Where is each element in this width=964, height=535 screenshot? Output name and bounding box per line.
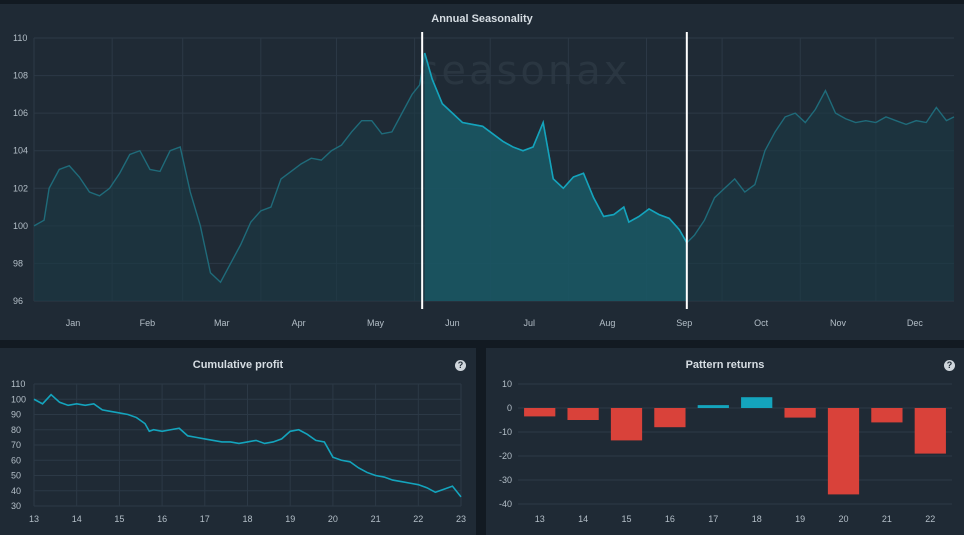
x-tick-label: 13 — [535, 514, 545, 524]
profit-line — [33, 393, 462, 498]
x-tick-label: 21 — [882, 514, 892, 524]
x-tick-label: 16 — [157, 514, 167, 524]
annual-seasonality-title: Annual Seasonality — [431, 13, 533, 25]
x-tick-label: 20 — [838, 514, 848, 524]
y-tick-label: -30 — [499, 475, 512, 485]
y-tick-label: 40 — [11, 486, 21, 496]
y-tick-label: 98 — [13, 258, 23, 268]
cumulative-profit-title: Cumulative profit — [192, 359, 284, 371]
y-tick-label: 10 — [502, 379, 512, 389]
x-tick-label: 14 — [578, 514, 588, 524]
y-tick-label: 80 — [11, 425, 21, 435]
annual-seasonality-panel: Annual Seasonality seasonax 96 98 100 102 104… — [0, 4, 964, 340]
x-tick-label-jun: Jun — [445, 318, 460, 328]
pattern-returns-chart[interactable]: -40 -30 -20 -10 0 10 13 14 15 16 17 18 19 20 21 22 — [486, 348, 964, 535]
y-tick-label: 106 — [13, 108, 28, 118]
x-tick-label: 20 — [328, 514, 338, 524]
x-tick-label: 15 — [621, 514, 631, 524]
bar-20 — [827, 408, 860, 495]
y-tick-label: -40 — [499, 499, 512, 509]
x-tick-label-apr: Apr — [292, 318, 306, 328]
bar-21 — [871, 408, 903, 423]
bar-16 — [654, 408, 686, 428]
x-tick-label-sep: Sep — [676, 318, 692, 328]
x-tick-label: 15 — [114, 514, 124, 524]
y-tick-label: 108 — [13, 71, 28, 81]
bar-18 — [741, 397, 773, 408]
x-tick-label: 23 — [456, 514, 466, 524]
y-tick-label: 110 — [11, 379, 25, 389]
y-tick-label: 60 — [11, 455, 21, 465]
y-tick-label: 104 — [13, 146, 28, 156]
y-tick-label: 50 — [11, 471, 21, 481]
y-tick-label: 110 — [13, 33, 27, 43]
y-tick-label: -20 — [499, 451, 512, 461]
highlight-area — [424, 53, 687, 302]
pattern-returns-title: Pattern returns — [685, 359, 765, 371]
pattern-returns-panel: Pattern returns ? -40 -30 -20 -10 0 10 13 14 15 1… — [486, 348, 964, 535]
x-tick-label-oct: Oct — [754, 318, 769, 328]
cumulative-profit-chart[interactable]: 30 40 50 60 70 80 90 100 110 13 14 15 16 17 18 19 20 21 22… — [0, 348, 476, 535]
x-tick-label: 13 — [29, 514, 39, 524]
bar-17 — [697, 405, 729, 408]
bar-15 — [610, 408, 643, 441]
x-tick-label: 18 — [752, 514, 762, 524]
x-tick-label: 17 — [708, 514, 718, 524]
x-tick-label: 21 — [371, 514, 381, 524]
annual-seasonality-chart[interactable]: seasonax 96 98 100 102 104 106 108 110 Jan Feb Mar A… — [0, 4, 964, 340]
bar-19 — [784, 408, 816, 418]
x-tick-label-dec: Dec — [907, 318, 924, 328]
x-tick-label-jul: Jul — [524, 318, 536, 328]
y-tick-label: 30 — [11, 501, 21, 511]
y-tick-label: 96 — [13, 296, 23, 306]
x-tick-label-nov: Nov — [830, 318, 847, 328]
y-tick-label: 102 — [13, 183, 28, 193]
y-tick-label: 100 — [13, 221, 28, 231]
x-tick-label: 22 — [413, 514, 423, 524]
watermark-text: seasonax — [418, 48, 631, 94]
x-tick-label: 19 — [285, 514, 295, 524]
bar-22 — [914, 408, 946, 454]
bar-13 — [524, 408, 556, 417]
x-tick-label-may: May — [367, 318, 385, 328]
x-tick-label: 18 — [242, 514, 252, 524]
y-tick-label: 70 — [11, 440, 21, 450]
x-tick-label-mar: Mar — [214, 318, 230, 328]
y-tick-label: -10 — [499, 427, 512, 437]
x-tick-label: 16 — [665, 514, 675, 524]
highlighted-series-line — [423, 52, 688, 244]
help-icon[interactable]: ? — [455, 360, 466, 371]
y-tick-label: 100 — [11, 394, 26, 404]
x-tick-label: 17 — [200, 514, 210, 524]
cumulative-profit-panel: Cumulative profit ? 30 40 50 60 70 80 90 100 110… — [0, 348, 476, 535]
x-tick-label: 14 — [72, 514, 82, 524]
x-tick-label: 22 — [925, 514, 935, 524]
x-tick-label-aug: Aug — [599, 318, 615, 328]
y-tick-label: 90 — [11, 410, 21, 420]
help-icon[interactable]: ? — [944, 360, 955, 371]
x-tick-label: 19 — [795, 514, 805, 524]
y-tick-label: 0 — [507, 403, 512, 413]
x-tick-label-jan: Jan — [66, 318, 81, 328]
bar-14 — [567, 408, 599, 420]
x-tick-label-feb: Feb — [140, 318, 156, 328]
